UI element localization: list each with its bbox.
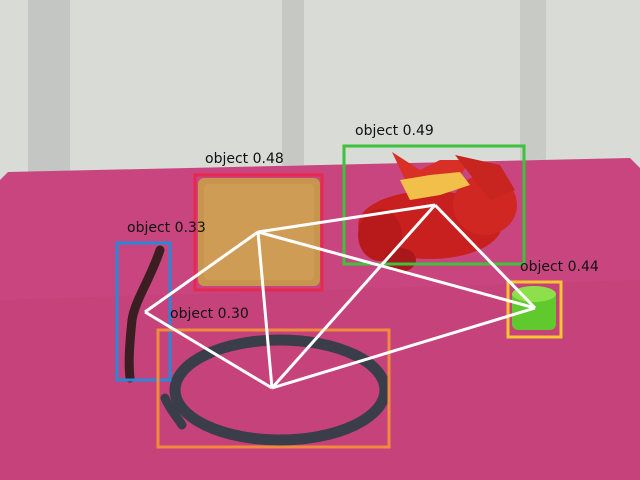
graph-edge (257, 203, 436, 234)
bbox-rope-loop (156, 328, 391, 449)
bbox-pipe-cleaner (115, 241, 172, 382)
graph-edge (271, 306, 536, 390)
graph-edge (270, 204, 437, 389)
detection-label-green-cup: object 0.44 (520, 259, 599, 275)
bbox-sponge (193, 173, 324, 292)
graph-edge (144, 310, 273, 390)
wall-panel-divider (282, 0, 304, 165)
graph-edge (257, 230, 536, 310)
detection-label-dragon-toy: object 0.49 (355, 123, 434, 139)
wall-panel-divider (520, 0, 546, 160)
graph-edge (433, 203, 537, 310)
relation-graph (144, 203, 537, 390)
detection-label-sponge: object 0.48 (205, 151, 284, 167)
graph-edge (256, 231, 274, 389)
pipe-cleaner-object (124, 245, 165, 383)
dragon-toy-object (358, 152, 517, 272)
rope-loop-object (169, 334, 391, 446)
wall-panel-divider (28, 0, 70, 175)
detection-label-rope-loop: object 0.30 (170, 306, 249, 322)
detection-label-pipe-cleaner: object 0.33 (127, 220, 206, 236)
bbox-dragon-toy (342, 144, 526, 266)
bbox-green-cup (506, 280, 563, 339)
graph-edge (144, 230, 259, 314)
green-cup-object (512, 286, 556, 330)
